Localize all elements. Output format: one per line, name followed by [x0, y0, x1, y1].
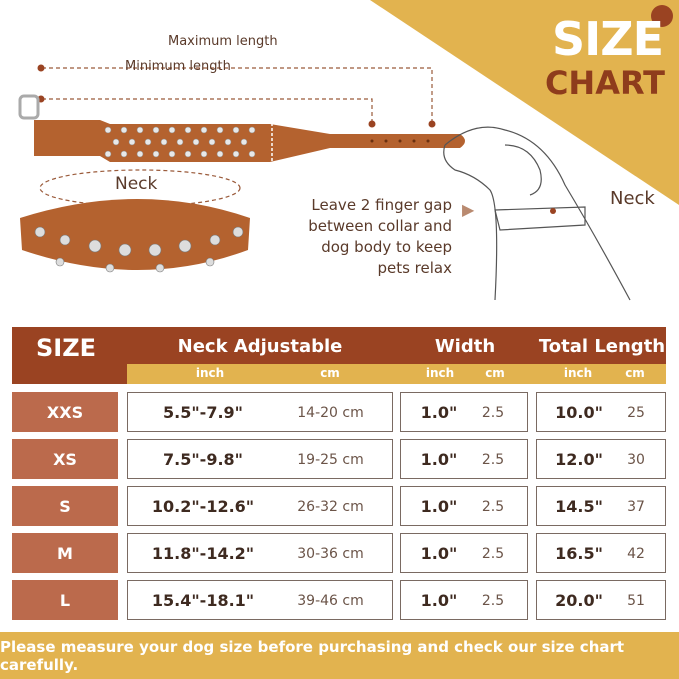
table-row: L 15.4"-18.1" 39-46 cm 1.0" 2.5 20.0" 51 [0, 580, 679, 620]
width-inch-unit: inch [425, 366, 455, 380]
min-length-label: Minimum length [125, 59, 231, 74]
width-cm: 2.5 [481, 405, 505, 421]
neck-inch-unit: inch [195, 366, 225, 380]
width-inch: 1.0" [420, 591, 458, 610]
neck-cell: 5.5"-7.9" 14-20 cm [127, 392, 393, 432]
length-cm-unit: cm [625, 366, 645, 380]
size-cell: S [12, 486, 118, 526]
length-cm: 51 [627, 593, 645, 609]
length-cm: 25 [627, 405, 645, 421]
length-inch: 10.0" [555, 403, 603, 422]
neck-cm: 19-25 cm [297, 452, 364, 468]
width-inch: 1.0" [420, 544, 458, 563]
neck-cm: 39-46 cm [297, 593, 364, 609]
neck-cm: 30-36 cm [297, 546, 364, 562]
neck-inch: 10.2"-12.6" [151, 497, 255, 516]
arrow-icon: ▶ [462, 200, 475, 219]
dog-illustration [443, 126, 631, 301]
length-inch: 12.0" [555, 450, 603, 469]
width-cell: 1.0" 2.5 [400, 486, 528, 526]
unit-band [127, 364, 666, 384]
size-cell: M [12, 533, 118, 573]
table-row: XXS 5.5"-7.9" 14-20 cm 1.0" 2.5 10.0" 25 [0, 392, 679, 432]
length-cell: 10.0" 25 [536, 392, 666, 432]
footer-note: Please measure your dog size before purc… [0, 632, 679, 679]
width-cell: 1.0" 2.5 [400, 392, 528, 432]
neck-inch: 7.5"-9.8" [163, 450, 243, 469]
table-row: S 10.2"-12.6" 26-32 cm 1.0" 2.5 14.5" 37 [0, 486, 679, 526]
neck-cell: 11.8"-14.2" 30-36 cm [127, 533, 393, 573]
width-cm: 2.5 [481, 452, 505, 468]
size-header: SIZE [35, 334, 96, 362]
length-cell: 16.5" 42 [536, 533, 666, 573]
length-inch: 14.5" [555, 497, 603, 516]
length-cm: 37 [627, 499, 645, 515]
length-inch: 16.5" [555, 544, 603, 563]
dog-neck-label: Neck [610, 188, 655, 209]
neck-cell: 15.4"-18.1" 39-46 cm [127, 580, 393, 620]
length-cell: 12.0" 30 [536, 439, 666, 479]
neck-cm: 14-20 cm [297, 405, 364, 421]
size-cell: L [12, 580, 118, 620]
max-length-label: Maximum length [168, 34, 278, 49]
chart-title: CHART [544, 64, 665, 102]
width-inch: 1.0" [420, 403, 458, 422]
length-cell: 14.5" 37 [536, 486, 666, 526]
width-cm-unit: cm [485, 366, 505, 380]
width-label: Width [282, 100, 323, 116]
neck-cm-unit: cm [320, 366, 340, 380]
neck-inch: 11.8"-14.2" [151, 544, 255, 563]
length-cm: 30 [627, 452, 645, 468]
neck-cm: 26-32 cm [297, 499, 364, 515]
table-row: XS 7.5"-9.8" 19-25 cm 1.0" 2.5 12.0" 30 [0, 439, 679, 479]
length-inch-unit: inch [563, 366, 593, 380]
width-cell: 1.0" 2.5 [400, 439, 528, 479]
size-title: SIZE [551, 12, 664, 66]
collar-diagram [18, 64, 465, 273]
width-header: Width [434, 336, 496, 357]
size-cell: XS [12, 439, 118, 479]
width-inch: 1.0" [420, 450, 458, 469]
width-cm: 2.5 [481, 499, 505, 515]
size-cell: XXS [12, 392, 118, 432]
length-inch: 20.0" [555, 591, 603, 610]
finger-gap-note: Leave 2 finger gap between collar and do… [308, 196, 452, 277]
neck-header: Neck Adjustable [177, 336, 343, 357]
width-cell: 1.0" 2.5 [400, 533, 528, 573]
neck-cell: 7.5"-9.8" 19-25 cm [127, 439, 393, 479]
table-row: M 11.8"-14.2" 30-36 cm 1.0" 2.5 16.5" 42 [0, 533, 679, 573]
length-header: Total Length [538, 336, 666, 357]
width-inch: 1.0" [420, 497, 458, 516]
length-cell: 20.0" 51 [536, 580, 666, 620]
collar-neck-label: Neck [115, 174, 158, 194]
width-cell: 1.0" 2.5 [400, 580, 528, 620]
width-cm: 2.5 [481, 546, 505, 562]
width-cm: 2.5 [481, 593, 505, 609]
length-cm: 42 [627, 546, 645, 562]
neck-inch: 15.4"-18.1" [151, 591, 255, 610]
neck-inch: 5.5"-7.9" [163, 403, 243, 422]
neck-cell: 10.2"-12.6" 26-32 cm [127, 486, 393, 526]
